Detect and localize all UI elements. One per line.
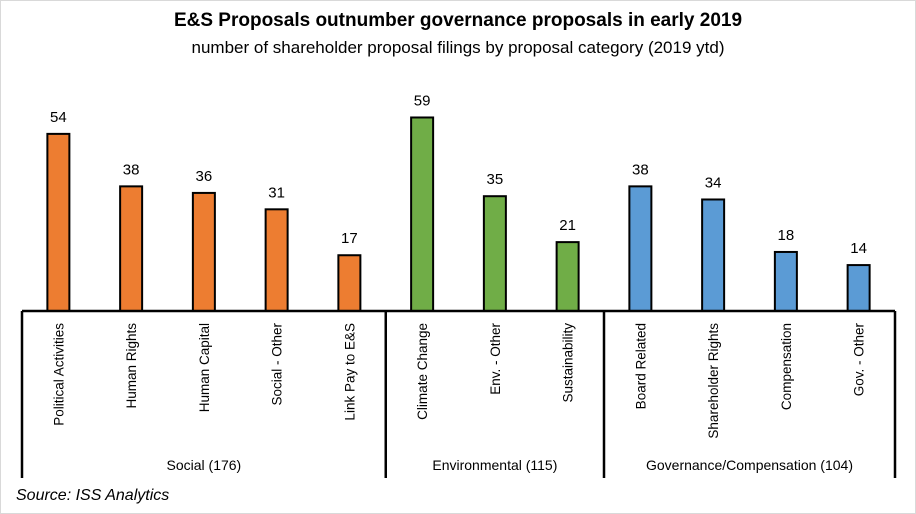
category-label-2: Human Capital — [197, 323, 212, 412]
bar-4 — [337, 254, 362, 313]
bar-11 — [846, 264, 871, 312]
category-label-6: Env. - Other — [488, 323, 503, 395]
group-label-1: Environmental (115) — [432, 457, 557, 473]
source-note: Source: ISS Analytics — [16, 487, 170, 504]
category-label-9: Shareholder Rights — [706, 323, 721, 439]
category-label-4: Link Pay to E&S — [342, 323, 357, 421]
data-label-4: 17 — [341, 230, 358, 247]
chart-subtitle: number of shareholder proposal filings b… — [191, 38, 725, 57]
data-label-6: 35 — [487, 171, 504, 188]
data-label-10: 18 — [778, 227, 795, 244]
group-label-0: Social (176) — [167, 457, 242, 473]
category-label-11: Gov. - Other — [852, 323, 867, 397]
data-label-11: 14 — [850, 240, 867, 257]
bar-2 — [191, 191, 216, 312]
data-label-9: 34 — [705, 174, 722, 191]
bar-8 — [628, 185, 653, 312]
bar-5 — [410, 116, 435, 313]
data-label-2: 36 — [196, 168, 213, 185]
bar-6 — [482, 195, 507, 312]
category-label-8: Board Related — [633, 323, 648, 409]
category-label-10: Compensation — [779, 323, 794, 410]
category-label-0: Political Activities — [51, 323, 66, 426]
data-label-7: 21 — [559, 217, 576, 234]
data-label-8: 38 — [632, 161, 649, 178]
category-label-3: Social - Other — [270, 322, 285, 405]
bar-10 — [773, 250, 798, 313]
bar-9 — [701, 198, 726, 312]
bar-0 — [46, 132, 71, 312]
data-label-0: 54 — [50, 109, 67, 126]
bar-3 — [264, 208, 289, 313]
category-label-5: Climate Change — [415, 323, 430, 420]
data-label-1: 38 — [123, 161, 140, 178]
bar-7 — [555, 241, 580, 312]
bar-1 — [119, 185, 144, 312]
data-label-3: 31 — [268, 184, 285, 201]
chart-title: E&S Proposals outnumber governance propo… — [173, 10, 743, 31]
category-label-7: Sustainability — [561, 323, 576, 403]
group-label-2: Governance/Compensation (104) — [646, 457, 853, 473]
category-label-1: Human Rights — [124, 323, 139, 409]
data-label-5: 59 — [414, 92, 431, 109]
